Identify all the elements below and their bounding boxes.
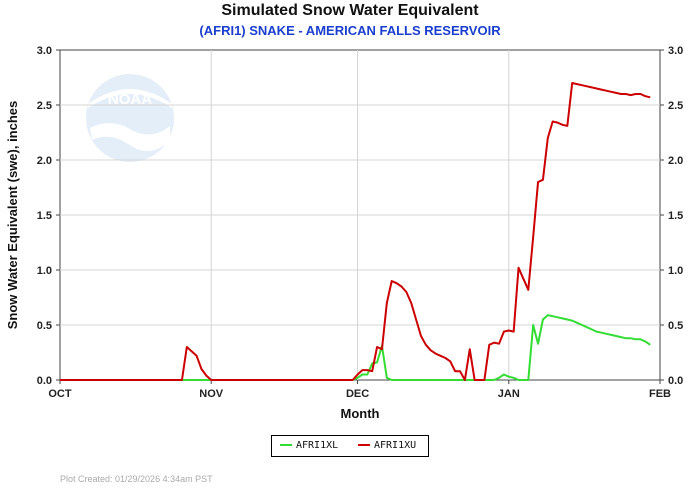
x-tick-label: DEC bbox=[346, 388, 369, 400]
legend-item-xl: AFRI1XL bbox=[280, 440, 338, 452]
series-layer bbox=[60, 82, 651, 381]
y-tick-label-right: 0.5 bbox=[668, 320, 683, 332]
y-tick-label-right: 2.5 bbox=[668, 100, 683, 112]
legend-item-xu: AFRI1XU bbox=[358, 440, 416, 452]
legend-label-xu: AFRI1XU bbox=[374, 440, 417, 451]
legend-swatch-xl bbox=[280, 444, 292, 446]
y-axis-label: Snow Water Equivalent (swe), inches bbox=[5, 101, 20, 330]
y-tick-label-left: 3.0 bbox=[37, 45, 52, 57]
y-tick-label-left: 0.0 bbox=[37, 375, 52, 387]
x-tick-label: JAN bbox=[498, 388, 520, 400]
grid-lines bbox=[60, 50, 660, 380]
y-tick-label-left: 1.0 bbox=[37, 265, 52, 277]
legend: AFRI1XL AFRI1XU bbox=[271, 435, 429, 457]
x-axis: OCT NOV DEC JAN FEB bbox=[48, 380, 671, 400]
y-tick-label-right: 0.0 bbox=[668, 375, 683, 387]
y-axis-left: 0.0 0.5 1.0 1.5 2.0 2.5 3.0 bbox=[37, 45, 60, 387]
y-tick-label-left: 2.5 bbox=[37, 100, 52, 112]
series-line-afri1xl bbox=[60, 314, 651, 381]
chart-subtitle: (AFRI1) SNAKE - AMERICAN FALLS RESERVOIR bbox=[199, 23, 501, 38]
x-tick-label: OCT bbox=[48, 388, 72, 400]
y-tick-label-right: 3.0 bbox=[668, 45, 683, 57]
noaa-logo-text: NOAA bbox=[108, 91, 152, 108]
series-line-afri1xu bbox=[60, 82, 651, 381]
y-tick-label-left: 1.5 bbox=[37, 210, 52, 222]
noaa-logo: NOAA bbox=[86, 74, 174, 162]
x-axis-label: Month bbox=[341, 406, 380, 421]
legend-swatch-xu bbox=[358, 444, 370, 446]
y-axis-right: 0.0 0.5 1.0 1.5 2.0 2.5 3.0 bbox=[660, 45, 683, 387]
y-tick-label-right: 2.0 bbox=[668, 155, 683, 167]
plot-created-credit: Plot Created: 01/29/2026 4:34am PST bbox=[60, 474, 213, 484]
y-tick-label-right: 1.0 bbox=[668, 265, 683, 277]
y-tick-label-left: 2.0 bbox=[37, 155, 52, 167]
y-tick-label-right: 1.5 bbox=[668, 210, 683, 222]
x-tick-label: FEB bbox=[649, 388, 671, 400]
chart-title: Simulated Snow Water Equivalent bbox=[221, 2, 479, 19]
legend-label-xl: AFRI1XL bbox=[296, 440, 339, 451]
x-tick-label: NOV bbox=[199, 388, 224, 400]
y-tick-label-left: 0.5 bbox=[37, 320, 52, 332]
